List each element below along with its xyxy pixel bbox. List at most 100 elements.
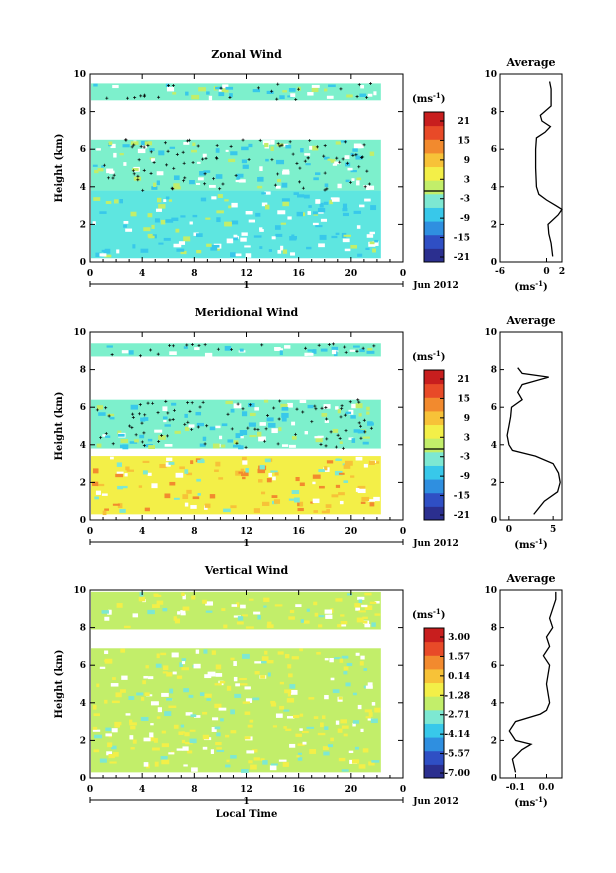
colorbar-tick-label: -15 [454,234,470,244]
heatmap-speckle [368,761,375,766]
colorbar-tick-label: -1.28 [444,691,470,701]
colorbar-segment [424,166,444,181]
heatmap-speckle [140,697,145,701]
heatmap-speckle [151,483,158,489]
colorbar-tick-label: -9 [460,214,470,224]
heatmap-speckle [199,443,206,447]
x-tick-label: 0 [87,269,93,279]
heatmap-speckle [116,603,123,608]
heatmap-speckle [339,658,344,663]
heatmap-speckle [353,143,362,149]
heatmap-speckle [233,403,242,409]
colorbar-segment [424,112,444,127]
heatmap-speckle [339,500,344,505]
heatmap-speckle [199,692,205,696]
heatmap-speckle [354,603,361,608]
heatmap-speckle [287,693,291,697]
date-label: Jun 2012 [412,539,459,549]
heatmap-speckle [342,212,349,217]
average-y-tick-label: 6 [491,661,497,671]
heatmap-speckle [230,505,237,509]
heatmap-speckle [318,211,324,214]
heatmap-speckle [332,163,338,166]
heatmap-speckle [353,210,362,214]
heatmap-speckle [351,178,355,181]
heatmap-speckle [92,726,98,730]
y-tick-label: 2 [80,478,86,488]
heatmap-speckle [351,403,357,409]
heatmap-speckle [283,726,287,729]
heatmap-speckle [239,677,247,681]
contour-mark [140,421,144,425]
colorbar-tick-label: -4.14 [444,730,470,740]
heatmap-speckle [365,685,373,689]
contour-mark [172,166,176,170]
contour-mark [167,83,171,87]
contour-mark [230,347,234,351]
heatmap-speckle [282,90,288,93]
heatmap-speckle [99,666,106,669]
contour-mark [142,444,146,448]
heatmap-speckle [129,722,137,726]
heatmap-speckle [218,92,225,97]
contour-mark [273,183,277,187]
contour-mark [277,417,281,421]
heatmap-speckle [180,610,186,614]
heatmap-speckle [287,95,293,98]
heatmap-speckle [184,741,193,745]
heatmap-speckle [204,693,212,698]
heatmap-speckle [163,665,169,671]
heatmap-speckle [288,87,296,92]
heatmap-speckle [130,725,136,730]
heatmap-speckle [365,716,372,719]
contour-mark [241,138,245,142]
heatmap-speckle [336,458,340,461]
average-y-tick-label: 4 [491,441,497,451]
heatmap-speckle [107,610,112,615]
heatmap-speckle [124,625,131,629]
heatmap-speckle [198,87,207,92]
heatmap-speckle [357,488,366,494]
average-y-tick-label: 2 [491,220,497,230]
heatmap-speckle [313,601,318,606]
heatmap-speckle [181,667,190,671]
contour-mark [357,421,361,425]
heatmap-speckle [217,194,223,198]
contour-mark [160,433,164,437]
heatmap-speckle [221,423,228,427]
heatmap-speckle [323,156,330,160]
average-x-tick-label: -0.1 [506,783,525,793]
heatmap-speckle [103,251,107,255]
heatmap-speckle [307,92,314,96]
heatmap-speckle [331,235,338,239]
heatmap-speckle [189,221,193,225]
contour-mark [190,342,194,346]
heatmap-speckle [241,614,248,617]
heatmap-speckle [208,95,213,101]
heatmap-speckle [358,764,366,769]
heatmap-speckle [374,239,379,243]
contour-mark [354,153,358,157]
heatmap-speckle [140,716,149,722]
heatmap-speckle [144,507,150,512]
heatmap-speckle [324,695,329,700]
heatmap-speckle [310,501,314,504]
heatmap-speckle [239,683,248,686]
heatmap-speckle [228,205,232,209]
heatmap-speckle [224,199,229,202]
heatmap-speckle [166,457,173,461]
contour-mark [338,160,342,164]
heatmap-speckle [315,172,321,176]
heatmap-speckle [356,617,364,623]
colorbar-segment [424,397,444,412]
contour-mark [218,187,222,191]
heatmap-speckle [240,237,247,242]
contour-mark [264,427,268,431]
contour-mark [166,149,170,153]
heatmap-speckle [338,492,345,496]
colorbar-segment [424,668,444,684]
heatmap-field [91,82,381,259]
heatmap-speckle [238,179,246,183]
heatmap-speckle [299,482,305,487]
heatmap-speckle [266,417,274,422]
